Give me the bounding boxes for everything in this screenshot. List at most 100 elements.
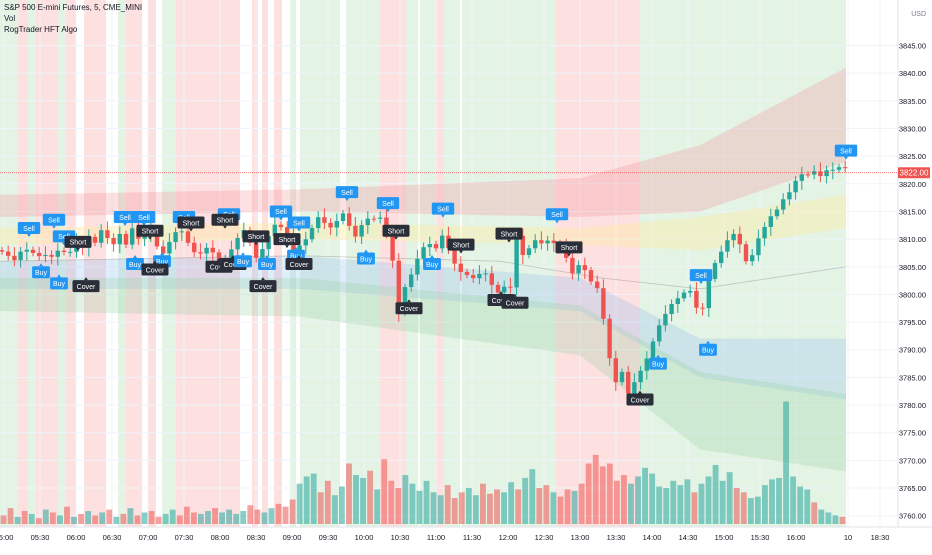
price-tick-label: 3810.00 — [899, 235, 926, 244]
time-tick-label: 13:00 — [571, 533, 590, 542]
time-tick-label: 05:30 — [31, 533, 50, 542]
signal-label: Buy — [290, 254, 303, 261]
candle — [173, 232, 178, 243]
signal-label: Buy — [53, 281, 66, 288]
volume-bar — [183, 506, 190, 524]
candle — [700, 307, 705, 309]
candle — [198, 252, 203, 254]
signal-label: Cover — [210, 265, 229, 272]
candle — [402, 287, 408, 313]
volume-bar — [303, 476, 310, 524]
signal-box — [689, 269, 713, 282]
volume-bar — [613, 480, 620, 524]
signal-box — [555, 241, 583, 254]
signal-cover: Cover — [626, 390, 654, 406]
volume-bar — [536, 488, 543, 524]
volume-bar — [42, 509, 49, 524]
signal-pointer — [513, 293, 517, 297]
volume-bar — [346, 463, 352, 524]
candle — [601, 288, 606, 319]
signal-pointer — [386, 209, 390, 213]
time-tick-label: 05:00 — [0, 533, 13, 542]
signal-pointer — [76, 247, 80, 251]
signal-box — [699, 343, 717, 356]
volume-bar — [649, 473, 656, 524]
candle — [421, 247, 426, 259]
signal-label: Short — [453, 242, 470, 249]
volume-bar — [240, 511, 247, 524]
signal-label: Buy — [35, 270, 48, 277]
signal-pointer — [231, 255, 235, 258]
signal-box — [431, 202, 455, 215]
signal-label: Short — [501, 231, 518, 238]
signal-label: Cover — [77, 284, 96, 291]
algo-indicator-label[interactable]: RogTrader HFT Algo — [4, 25, 78, 34]
signal-pointer — [27, 234, 31, 238]
volume-bar — [480, 483, 486, 524]
time-axis[interactable]: 05:00 05:30 06:00 06:30 07:00 07:30 08:00 08:30… — [0, 526, 932, 542]
signal-pointer — [297, 255, 301, 258]
signal-pointer — [638, 390, 642, 394]
candle — [291, 237, 296, 255]
symbol-title[interactable]: S&P 500 E-mini Futures, 5, CME_MINI — [4, 3, 143, 12]
signal-pointer — [133, 255, 137, 258]
signal-label: Sell — [58, 234, 70, 241]
signal-buy: Buy — [357, 249, 375, 265]
candle — [0, 250, 5, 252]
signal-zone-red — [274, 0, 282, 527]
signal-label: Buy — [261, 262, 274, 269]
candle — [353, 225, 358, 237]
signal-label: Sell — [48, 218, 60, 225]
signal-label: Sell — [23, 226, 35, 233]
signal-label: Cover — [146, 267, 165, 274]
signal-label: Short — [561, 245, 578, 252]
signal-box — [649, 357, 667, 370]
time-tick-label: 10:30 — [391, 533, 410, 542]
candle — [415, 258, 420, 275]
volume-bar — [233, 513, 240, 524]
candle — [12, 255, 17, 261]
candle — [483, 273, 488, 275]
band-green — [0, 277, 846, 472]
volume-bar — [740, 492, 747, 524]
signal-pointer — [297, 228, 301, 232]
volume-bar — [437, 495, 444, 524]
candle — [613, 358, 618, 383]
volume-bar — [409, 483, 416, 524]
candle — [68, 251, 73, 253]
signal-zone-green — [462, 0, 556, 527]
volume-indicator-label[interactable]: Vol — [4, 14, 16, 23]
signal-box — [395, 302, 423, 315]
candle — [768, 216, 773, 227]
volume-bar — [663, 488, 670, 524]
candle — [433, 244, 439, 249]
price-tick-label: 3795.00 — [899, 318, 926, 327]
price-axis[interactable]: USD 3845.00 3840.00 3835.00 3830.00 3825.00 3… — [897, 0, 926, 527]
volume-bar — [360, 477, 366, 524]
signal-sell: Sell — [113, 210, 137, 226]
volume-bar — [705, 476, 712, 524]
candle — [793, 180, 798, 193]
signal-pointer — [261, 277, 265, 281]
signal-pointer — [656, 354, 660, 358]
volume-bar — [592, 454, 599, 524]
candle — [179, 231, 184, 233]
candle — [477, 273, 482, 279]
candle — [204, 247, 209, 254]
signal-label: Short — [248, 234, 265, 241]
signal-pointer — [153, 260, 157, 264]
signal-label: Buy — [237, 259, 250, 266]
signal-label: Short — [217, 218, 234, 225]
signal-pointer — [567, 253, 571, 257]
candle — [520, 235, 525, 255]
time-tick-label: 12:00 — [499, 533, 518, 542]
signal-pointer — [499, 290, 503, 294]
volume-bar — [578, 483, 585, 524]
signal-pointer — [364, 249, 368, 253]
candle — [743, 244, 749, 262]
time-tick-label: 09:00 — [283, 533, 302, 542]
volume-bar — [564, 489, 571, 524]
signal-pointer — [394, 236, 398, 240]
